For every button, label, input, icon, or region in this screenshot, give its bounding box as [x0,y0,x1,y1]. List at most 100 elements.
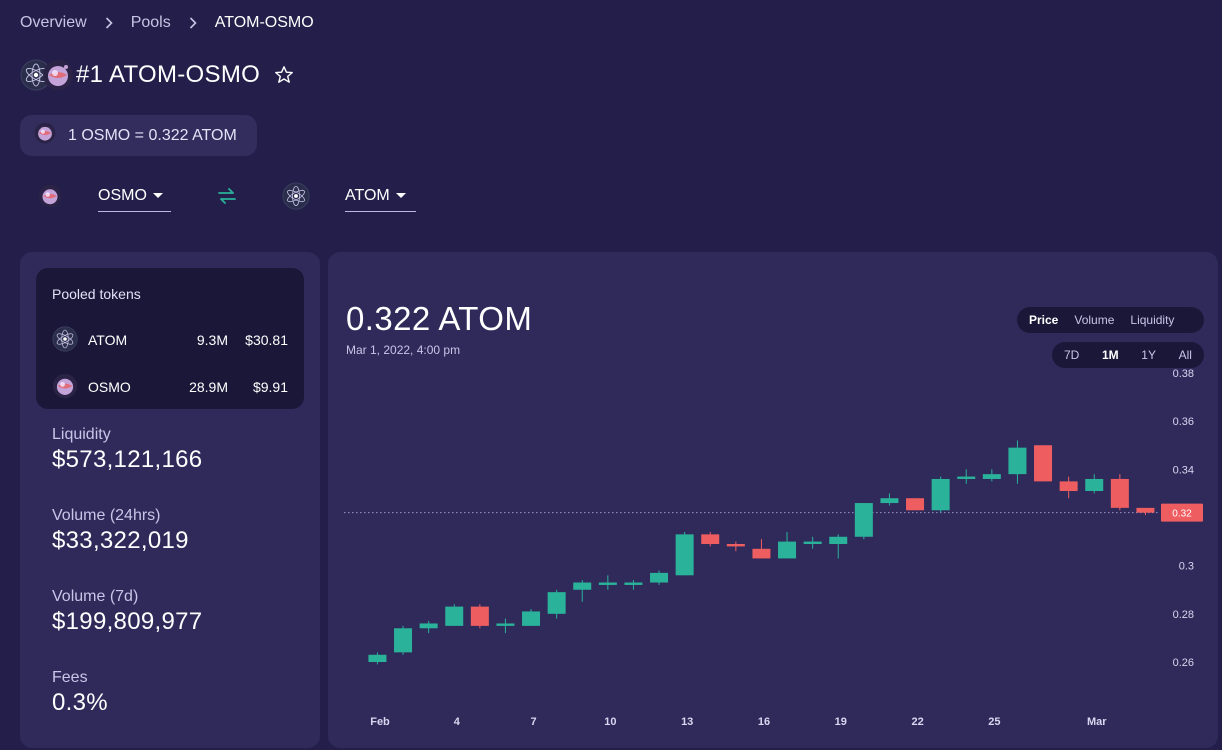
time-range-tabs: 7D 1M 1Y All [1052,342,1204,368]
current-price-tag [1161,503,1203,522]
candle-body [931,478,950,511]
x-axis-tick-label: 13 [681,716,693,728]
stat-value: $573,121,166 [52,446,203,473]
candle-body [1034,445,1053,482]
chevron-right-icon [105,17,113,29]
breadcrumb: Overview Pools ATOM-OSMO [20,12,314,34]
candle-body [624,582,643,585]
stat-value: $199,809,977 [52,608,203,635]
from-token-label: OSMO [98,186,147,204]
x-axis-tick-label: 19 [835,716,847,728]
osmo-icon [38,184,62,213]
y-axis-tick-label: 0.34 [1173,464,1194,476]
pair-icons [20,55,74,95]
candle-body [854,503,873,537]
stat-value: $33,322,019 [52,527,189,554]
price-chart-card: 0.380.360.340.320.30.280.260.32Feb471013… [328,252,1218,748]
y-axis-tick-label: 0.26 [1173,657,1194,669]
chevron-right-icon [189,17,197,29]
pooled-token-amount: 28.9M [189,379,228,395]
y-axis-tick-label: 0.3 [1179,561,1194,573]
stat-label: Volume (7d) [52,588,139,605]
x-axis-tick-label: 16 [758,716,770,728]
y-axis-tick-label: 0.38 [1173,368,1194,380]
pooled-token-amount: 9.3M [196,332,228,348]
pooled-token-row: ATOM 9.3M $30.81 [52,325,288,354]
candle-body [803,541,822,544]
tab-all[interactable]: All [1178,348,1192,362]
candle-body [1136,507,1155,513]
current-price: 0.322 ATOM [346,300,533,337]
x-axis-tick-label: Feb [370,716,390,728]
to-token-label: ATOM [345,186,390,204]
osmo-icon [52,373,78,402]
candle-body [675,534,694,576]
stat-label: Volume (24hrs) [52,507,161,524]
candle-body [726,543,745,547]
tab-volume[interactable]: Volume [1074,313,1115,327]
price-candlestick-chart: 0.380.360.340.320.30.280.260.32Feb471013… [344,368,1203,728]
candle-body [522,611,541,626]
y-axis-tick-label: 0.28 [1173,609,1194,621]
from-token-select[interactable]: OSMO [98,180,171,212]
pooled-token-price: $30.81 [245,332,288,348]
candle-body [829,536,848,544]
candle-body [445,606,464,626]
candle-body [880,498,899,504]
tab-7d[interactable]: 7D [1064,348,1080,362]
tab-price[interactable]: Price [1029,313,1059,327]
volume-7d-stat: Volume (7d) $199,809,977 [52,588,202,636]
candle-body [1059,481,1078,492]
candle-body [957,476,976,479]
pooled-tokens-title: Pooled tokens [52,286,141,302]
volume-24h-stat: Volume (24hrs) $33,322,019 [52,507,189,555]
stat-label: Fees [52,669,88,686]
caret-down-icon [395,192,406,199]
candle-body [419,623,438,629]
candle-body [547,592,566,614]
candle-body [906,498,925,511]
candle-body [368,654,387,662]
tab-liquidity[interactable]: Liquidity [1130,313,1175,327]
price-timestamp: Mar 1, 2022, 4:00 pm [346,343,461,357]
candle-body [982,474,1001,479]
candle-body [778,541,797,559]
candle-body [470,606,489,626]
fees-stat: Fees 0.3% [52,669,108,717]
breadcrumb-current: ATOM-OSMO [214,14,314,31]
token-selector-row: OSMO ATOM [38,180,438,214]
x-axis-tick-label: 4 [454,716,461,728]
osmo-icon [42,59,74,96]
candle-body [701,534,720,544]
breadcrumb-pools-link[interactable]: Pools [130,14,171,31]
tab-1y[interactable]: 1Y [1141,348,1156,362]
pool-stats-card: Pooled tokens ATOM 9.3M $30.81 [20,252,320,748]
pooled-token-symbol: ATOM [88,332,128,348]
liquidity-stat: Liquidity $573,121,166 [52,426,202,474]
pooled-tokens-box: Pooled tokens ATOM 9.3M $30.81 [36,268,304,409]
current-price-tag-label: 0.32 [1172,509,1192,520]
tab-1m[interactable]: 1M [1101,348,1119,362]
candle-body [394,628,413,653]
pooled-token-price: $9.91 [252,379,288,395]
star-icon[interactable] [274,65,294,85]
pooled-token-symbol: OSMO [88,379,131,395]
x-axis-tick-label: 25 [988,716,1000,728]
stat-label: Liquidity [52,426,111,443]
breadcrumb-overview-link[interactable]: Overview [20,14,87,31]
candle-body [1110,478,1129,508]
osmo-icon [34,122,56,149]
atom-icon [282,182,310,215]
candle-body [598,582,617,585]
pool-header: #1 ATOM-OSMO [20,55,294,95]
candle-body [496,623,515,626]
x-axis-tick-label: Mar [1087,716,1107,728]
caret-down-icon [152,192,163,199]
to-token-select[interactable]: ATOM [345,180,416,212]
y-axis-tick-label: 0.36 [1173,416,1194,428]
chart-type-tabs: Price Volume Liquidity [1017,307,1204,333]
x-axis-tick-label: 22 [911,716,923,728]
pooled-token-row: OSMO 28.9M $9.91 [52,373,288,401]
swap-icon[interactable] [217,188,237,209]
exchange-rate-text: 1 OSMO = 0.322 ATOM [68,126,237,144]
